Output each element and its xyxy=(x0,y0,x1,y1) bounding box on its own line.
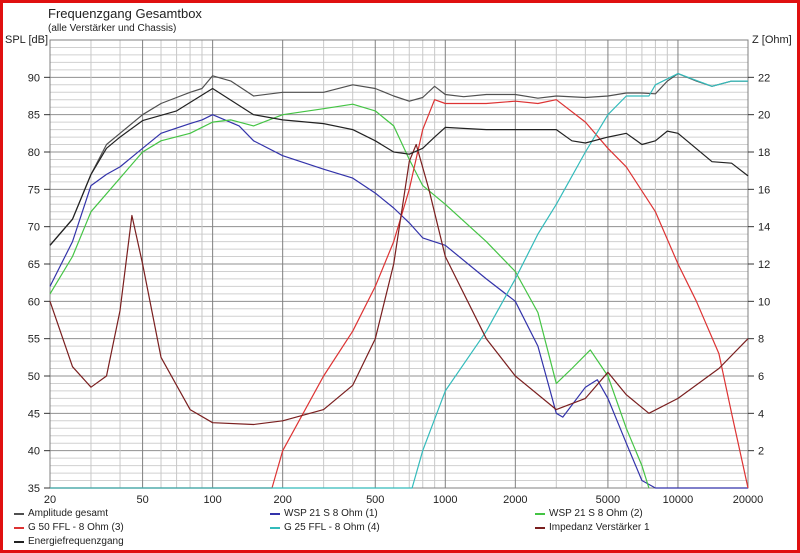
legend-swatch xyxy=(535,512,545,515)
series-line-3 xyxy=(49,103,650,489)
y2-tick-label: 4 xyxy=(758,408,764,420)
x-tick-label: 1000 xyxy=(433,494,457,506)
x-tick-label: 50 xyxy=(136,494,148,506)
legend-item: WSP 21 S 8 Ohm (1) xyxy=(270,508,378,519)
x-tick-label: 20 xyxy=(44,494,56,506)
legend-item: G 50 FFL - 8 Ohm (3) xyxy=(14,522,124,533)
y2-tick-label: 18 xyxy=(758,147,770,159)
y-tick-label: 90 xyxy=(28,72,40,84)
legend-label: Impedanz Verstärker 1 xyxy=(549,522,650,533)
y-tick-label: 60 xyxy=(28,296,40,308)
legend-item: Impedanz Verstärker 1 xyxy=(535,522,650,533)
y-tick-label: 65 xyxy=(28,259,40,271)
y-tick-label: 80 xyxy=(28,147,40,159)
y-tick-label: 45 xyxy=(28,408,40,420)
series-line-1 xyxy=(49,73,748,246)
series-line-5 xyxy=(50,73,748,489)
series-line-6 xyxy=(49,143,749,426)
legend-swatch xyxy=(270,512,280,515)
legend-swatch xyxy=(270,526,280,529)
y-tick-label: 40 xyxy=(28,446,40,458)
y-tick-label: 35 xyxy=(28,483,40,495)
legend-label: WSP 21 S 8 Ohm (1) xyxy=(284,508,378,519)
series-line-4 xyxy=(50,99,749,489)
x-tick-label: 500 xyxy=(366,494,384,506)
x-tick-label: 20000 xyxy=(733,494,764,506)
legend-item: G 25 FFL - 8 Ohm (4) xyxy=(270,522,380,533)
legend-item: Energiefrequenzgang xyxy=(14,536,124,547)
legend-item: Amplitude gesamt xyxy=(14,508,108,519)
legend-swatch xyxy=(14,540,24,543)
x-tick-label: 10000 xyxy=(663,494,694,506)
y2-tick-label: 22 xyxy=(758,72,770,84)
y-tick-label: 75 xyxy=(28,184,40,196)
y2-tick-label: 16 xyxy=(758,184,770,196)
y-axis-label: SPL [dB] xyxy=(5,34,49,46)
y-tick-label: 85 xyxy=(28,110,40,122)
legend-label: G 25 FFL - 8 Ohm (4) xyxy=(284,522,380,533)
y2-tick-label: 14 xyxy=(758,222,770,234)
y-tick-label: 50 xyxy=(28,371,40,383)
x-tick-label: 2000 xyxy=(503,494,527,506)
y2-tick-label: 2 xyxy=(758,446,764,458)
y2-tick-label: 6 xyxy=(758,371,764,383)
legend-label: Energiefrequenzgang xyxy=(28,536,124,547)
y2-tick-label: 20 xyxy=(758,110,770,122)
legend-label: Amplitude gesamt xyxy=(28,508,109,519)
legend-label: WSP 21 S 8 Ohm (2) xyxy=(549,508,643,519)
y2-tick-label: 10 xyxy=(758,296,770,308)
legend-swatch xyxy=(14,512,24,515)
x-tick-label: 200 xyxy=(273,494,291,506)
series-line-7 xyxy=(49,87,749,246)
series-line-2 xyxy=(49,114,748,489)
chart-subtitle: (alle Verstärker und Chassis) xyxy=(48,23,177,34)
chart-title: Frequenzgang Gesamtbox xyxy=(48,6,202,21)
legend-swatch xyxy=(535,526,545,529)
legend-item: WSP 21 S 8 Ohm (2) xyxy=(535,508,643,519)
x-tick-label: 100 xyxy=(203,494,221,506)
legend-swatch xyxy=(14,526,24,529)
legend-label: G 50 FFL - 8 Ohm (3) xyxy=(28,522,124,533)
y-tick-label: 70 xyxy=(28,222,40,234)
y2-tick-label: 8 xyxy=(758,334,764,346)
y2-axis-label: Z [Ohm] xyxy=(752,34,792,46)
y-tick-label: 55 xyxy=(28,334,40,346)
y2-tick-label: 12 xyxy=(758,259,770,271)
x-tick-label: 5000 xyxy=(596,494,620,506)
